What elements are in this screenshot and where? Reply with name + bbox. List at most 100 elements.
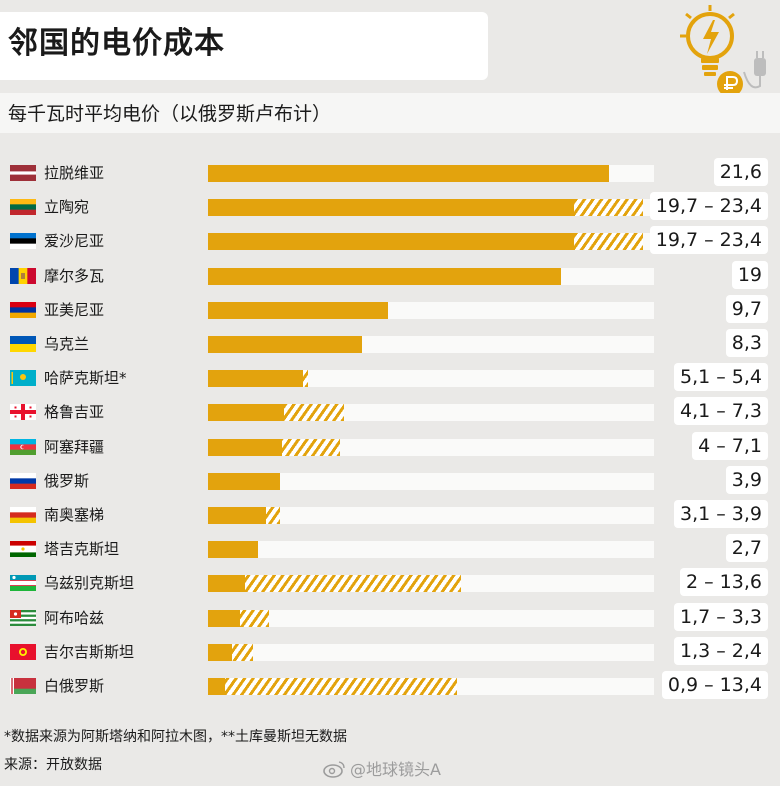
country-label: 吉尔吉斯斯坦 <box>44 642 135 661</box>
value-label: 19,7 – 23,4 <box>649 226 768 255</box>
bar-track <box>208 301 654 319</box>
chart-row: 乌兹别克斯坦 2 – 13,6 <box>0 566 780 600</box>
value-label: 19,7 – 23,4 <box>649 192 768 221</box>
bar-range-extension <box>245 575 461 593</box>
tajikistan-flag-icon <box>10 541 36 558</box>
bar-min-value <box>208 301 389 319</box>
lithuania-flag-icon <box>10 199 36 216</box>
bar-min-value <box>208 267 562 285</box>
subtitle-panel <box>0 93 780 133</box>
bar-range-extension <box>574 199 643 217</box>
bar-min-value <box>208 233 575 251</box>
bar-track <box>208 438 654 456</box>
chart-row: 南奥塞梯 3,1 – 3,9 <box>0 498 780 532</box>
georgia-flag-icon <box>10 404 36 421</box>
country-label: 拉脱维亚 <box>44 164 105 182</box>
bar-track <box>208 370 654 388</box>
value-label: 5,1 – 5,4 <box>673 363 768 392</box>
country-label: 白俄罗斯 <box>44 677 105 695</box>
value-label: 1,7 – 3,3 <box>673 602 768 631</box>
ukraine-flag-icon <box>10 336 36 352</box>
chart-row: 乌克兰 8,3 <box>0 327 780 361</box>
bar-min-value <box>208 643 233 661</box>
bar-range-extension <box>232 643 253 661</box>
bar-min-value <box>208 609 240 627</box>
bar-min-value <box>208 165 610 182</box>
chart-row: 阿塞拜疆 4 – 7,1 <box>0 430 780 464</box>
bar-track <box>208 678 654 695</box>
bar-min-value <box>208 575 246 593</box>
country-label: 哈萨克斯坦* <box>44 369 127 388</box>
country-label: 乌兹别克斯坦 <box>44 574 135 593</box>
country-label: 乌克兰 <box>44 335 90 353</box>
bar-min-value <box>208 336 363 353</box>
bar-track <box>208 507 654 524</box>
value-label: 0,9 – 13,4 <box>661 671 768 699</box>
estonia-flag-icon <box>10 233 36 250</box>
country-label: 亚美尼亚 <box>44 300 105 319</box>
chart-row: 格鲁吉亚 4,1 – 7,3 <box>0 395 780 429</box>
chart-row: 阿布哈兹 1,7 – 3,3 <box>0 601 780 635</box>
bar-track <box>208 472 654 490</box>
bar-track <box>208 541 654 559</box>
bar-track <box>208 575 654 593</box>
russia-flag-icon <box>10 472 36 489</box>
footnote: *数据来源为阿斯塔纳和阿拉木图，**土库曼斯坦无数据 <box>4 729 347 745</box>
bar-track <box>208 643 654 661</box>
country-label: 爱沙尼亚 <box>44 232 105 251</box>
chart-row: 白俄罗斯 0,9 – 13,4 <box>0 669 780 703</box>
source-note: 来源：开放数据 <box>4 757 102 773</box>
weibo-icon <box>322 760 346 782</box>
lightbulb-ruble-logo-icon <box>672 2 772 106</box>
value-label: 1,3 – 2,4 <box>673 636 768 665</box>
bar-track <box>208 165 654 182</box>
bar-range-extension <box>239 609 270 627</box>
chart-title: 邻国的电价成本 <box>8 26 225 61</box>
country-label: 南奥塞梯 <box>44 506 105 524</box>
country-label: 塔吉克斯坦 <box>44 540 120 559</box>
kazakhstan-flag-icon <box>10 370 36 387</box>
country-label: 摩尔多瓦 <box>44 266 105 285</box>
bar-track <box>208 233 654 251</box>
value-label: 4 – 7,1 <box>692 431 768 460</box>
bar-track <box>208 267 654 285</box>
value-label: 9,7 <box>725 294 768 323</box>
kyrgyzstan-flag-icon <box>10 643 36 660</box>
country-label: 阿塞拜疆 <box>44 437 105 456</box>
bar-min-value <box>208 199 575 217</box>
belarus-flag-icon <box>10 678 36 694</box>
chart-row: 立陶宛 19,7 – 23,4 <box>0 190 780 224</box>
bar-min-value <box>208 541 259 559</box>
value-label: 8,3 <box>725 329 768 357</box>
bar-track <box>208 404 654 422</box>
value-label: 3,9 <box>725 465 768 494</box>
abkhazia-flag-icon <box>10 609 36 626</box>
bar-min-value <box>208 438 283 456</box>
value-label: 3,1 – 3,9 <box>673 500 768 528</box>
bar-min-value <box>208 507 266 524</box>
country-label: 阿布哈兹 <box>44 608 105 627</box>
title-panel <box>0 12 488 80</box>
chart-row: 亚美尼亚 9,7 <box>0 293 780 327</box>
azerbaijan-flag-icon <box>10 438 36 455</box>
country-label: 俄罗斯 <box>44 471 90 490</box>
bar-range-extension <box>302 370 309 388</box>
chart-row: 拉脱维亚 21,6 <box>0 156 780 190</box>
bar-track <box>208 609 654 627</box>
latvia-flag-icon <box>10 165 36 181</box>
bar-min-value <box>208 370 303 388</box>
bar-range-extension <box>265 507 281 524</box>
value-label: 21,6 <box>713 158 768 186</box>
watermark: @地球镜头A <box>350 760 441 779</box>
bar-range-extension <box>282 438 340 456</box>
chart-subtitle: 每千瓦时平均电价（以俄罗斯卢布计） <box>8 103 332 125</box>
country-label: 立陶宛 <box>44 198 90 217</box>
chart-row: 塔吉克斯坦 2,7 <box>0 532 780 566</box>
value-label: 2 – 13,6 <box>680 568 768 597</box>
moldova-flag-icon <box>10 267 36 284</box>
value-label: 19 <box>731 260 768 289</box>
bar-min-value <box>208 472 281 490</box>
armenia-flag-icon <box>10 301 36 318</box>
country-label: 格鲁吉亚 <box>44 403 105 422</box>
bar-range-extension <box>574 233 643 251</box>
